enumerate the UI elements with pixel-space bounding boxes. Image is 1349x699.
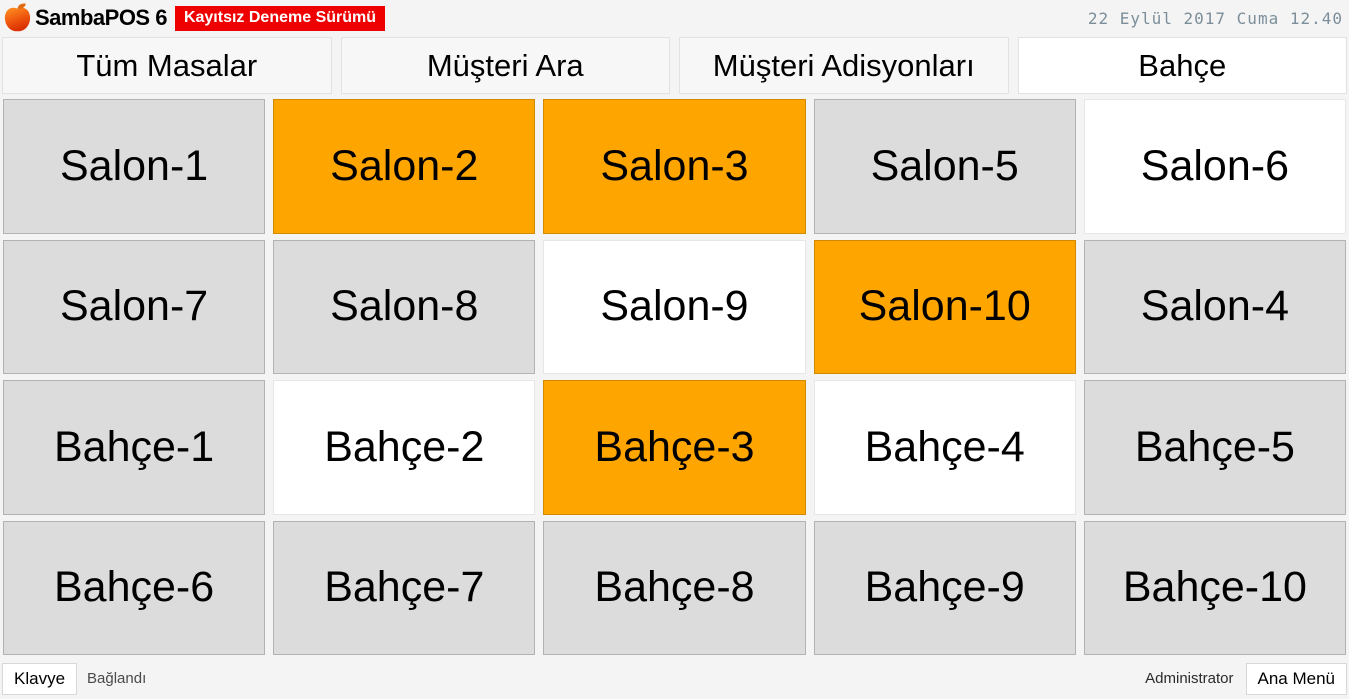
table-button-salon-8[interactable]: Salon-8 — [273, 239, 536, 374]
header-bar: SambaPOS 6 Kayıtsız Deneme Sürümü 22 Eyl… — [0, 0, 1349, 36]
table-button-bahce-5[interactable]: Bahçe-5 — [1083, 380, 1346, 515]
tab-musteri-adisyonlari[interactable]: Müşteri Adisyonları — [679, 37, 1009, 94]
table-button-bahce-6[interactable]: Bahçe-6 — [3, 520, 266, 655]
datetime-label: 22 Eylül 2017 Cuma 12.40 — [1087, 8, 1343, 28]
status-bar: Klavye Bağlandı Administrator Ana Menü — [0, 658, 1349, 699]
tab-musteri-ara[interactable]: Müşteri Ara — [340, 37, 670, 94]
keyboard-button[interactable]: Klavye — [2, 662, 78, 695]
main-menu-button[interactable]: Ana Menü — [1245, 662, 1347, 695]
table-button-bahce-8[interactable]: Bahçe-8 — [543, 520, 806, 655]
entity-screen-tabs: Tüm Masalar Müşteri Ara Müşteri Adisyonl… — [0, 36, 1349, 96]
table-button-bahce-10[interactable]: Bahçe-10 — [1083, 520, 1346, 655]
table-button-salon-6[interactable]: Salon-6 — [1083, 99, 1346, 234]
logged-in-user: Administrator — [1145, 670, 1234, 687]
table-button-bahce-4[interactable]: Bahçe-4 — [813, 380, 1076, 515]
trial-version-badge: Kayıtsız Deneme Sürümü — [174, 5, 386, 31]
table-button-bahce-2[interactable]: Bahçe-2 — [273, 380, 536, 515]
app-title: SambaPOS 6 — [35, 5, 167, 30]
table-button-bahce-7[interactable]: Bahçe-7 — [273, 520, 536, 655]
table-button-salon-3[interactable]: Salon-3 — [543, 99, 806, 234]
tab-tum-masalar[interactable]: Tüm Masalar — [2, 37, 332, 94]
table-button-bahce-3[interactable]: Bahçe-3 — [543, 380, 806, 515]
table-button-salon-10[interactable]: Salon-10 — [813, 239, 1076, 374]
table-button-salon-5[interactable]: Salon-5 — [813, 99, 1076, 234]
table-button-salon-7[interactable]: Salon-7 — [3, 239, 266, 374]
table-button-bahce-1[interactable]: Bahçe-1 — [3, 380, 266, 515]
tab-bahce[interactable]: Bahçe — [1017, 37, 1347, 94]
sambapos-apple-logo-icon — [4, 2, 31, 32]
table-button-salon-9[interactable]: Salon-9 — [543, 239, 806, 374]
connection-status: Bağlandı — [87, 670, 147, 687]
table-button-salon-4[interactable]: Salon-4 — [1083, 239, 1346, 374]
table-button-salon-2[interactable]: Salon-2 — [273, 99, 536, 234]
table-button-bahce-9[interactable]: Bahçe-9 — [813, 520, 1076, 655]
table-grid: Salon-1 Salon-2 Salon-3 Salon-5 Salon-6 … — [0, 96, 1349, 658]
table-button-salon-1[interactable]: Salon-1 — [3, 99, 266, 234]
